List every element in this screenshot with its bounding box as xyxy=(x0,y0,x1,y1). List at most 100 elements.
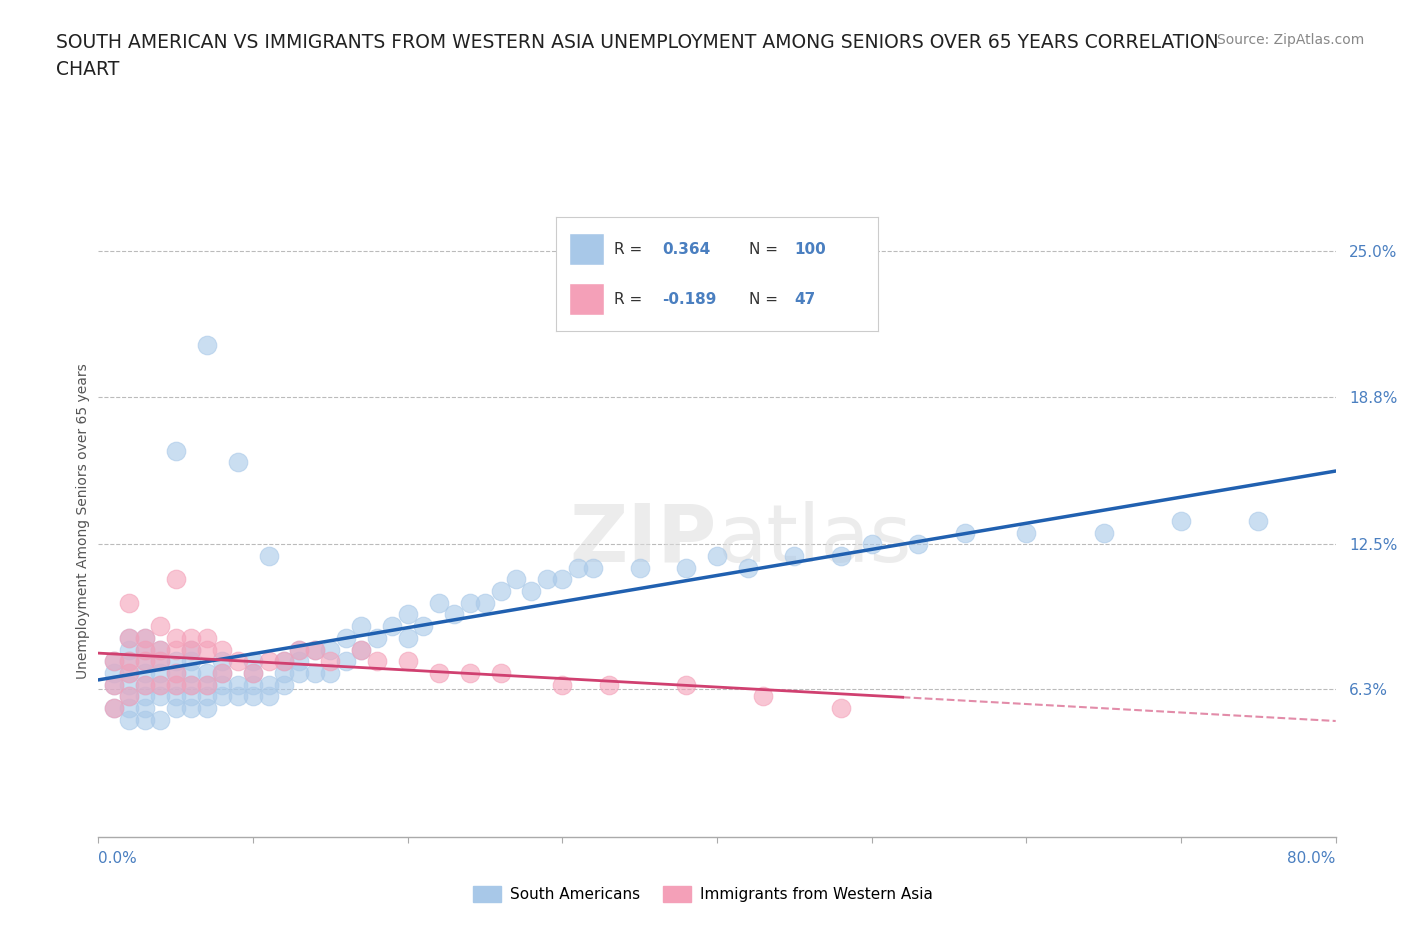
Point xyxy=(288,666,311,681)
Point xyxy=(134,677,156,692)
Point xyxy=(195,677,218,692)
Point xyxy=(165,677,187,692)
Point xyxy=(257,549,280,564)
Point xyxy=(165,666,187,681)
Point xyxy=(242,677,264,692)
Point xyxy=(319,643,342,658)
Point xyxy=(907,537,929,551)
Legend: South Americans, Immigrants from Western Asia: South Americans, Immigrants from Western… xyxy=(467,880,939,909)
Point xyxy=(134,712,156,727)
Point xyxy=(211,643,233,658)
Point xyxy=(134,700,156,715)
Point xyxy=(366,631,388,645)
Point xyxy=(165,700,187,715)
Point xyxy=(226,455,249,470)
Point xyxy=(149,643,172,658)
Point xyxy=(118,631,141,645)
Point xyxy=(242,666,264,681)
Point xyxy=(134,643,156,658)
Point xyxy=(134,643,156,658)
Point xyxy=(273,677,295,692)
Point xyxy=(860,537,883,551)
Point xyxy=(319,654,342,669)
Point xyxy=(118,689,141,704)
Point xyxy=(149,654,172,669)
Point xyxy=(180,631,202,645)
Point xyxy=(165,443,187,458)
Text: SOUTH AMERICAN VS IMMIGRANTS FROM WESTERN ASIA UNEMPLOYMENT AMONG SENIORS OVER 6: SOUTH AMERICAN VS IMMIGRANTS FROM WESTER… xyxy=(56,33,1219,51)
Text: CHART: CHART xyxy=(56,60,120,79)
Point xyxy=(226,654,249,669)
Point xyxy=(953,525,976,540)
Point xyxy=(149,689,172,704)
Point xyxy=(830,549,852,564)
Point xyxy=(165,677,187,692)
Point xyxy=(180,689,202,704)
Text: Source: ZipAtlas.com: Source: ZipAtlas.com xyxy=(1216,33,1364,46)
Point xyxy=(242,654,264,669)
Point xyxy=(195,631,218,645)
Point xyxy=(165,643,187,658)
Point xyxy=(211,654,233,669)
Point xyxy=(180,654,202,669)
Point xyxy=(396,631,419,645)
Point xyxy=(366,654,388,669)
Point xyxy=(257,677,280,692)
Point xyxy=(195,689,218,704)
Point xyxy=(165,654,187,669)
Point xyxy=(118,712,141,727)
Point xyxy=(582,560,605,575)
Point xyxy=(165,631,187,645)
Point xyxy=(304,666,326,681)
Point xyxy=(273,654,295,669)
Point xyxy=(134,631,156,645)
Point xyxy=(149,654,172,669)
Point xyxy=(675,560,697,575)
Point xyxy=(134,631,156,645)
Point xyxy=(335,631,357,645)
Point xyxy=(706,549,728,564)
Point xyxy=(226,689,249,704)
Point xyxy=(1092,525,1115,540)
Point xyxy=(149,677,172,692)
Point xyxy=(134,666,156,681)
Point xyxy=(242,666,264,681)
Point xyxy=(103,700,125,715)
Point xyxy=(118,666,141,681)
Point xyxy=(118,643,141,658)
Point xyxy=(149,677,172,692)
Point xyxy=(118,677,141,692)
Point xyxy=(427,666,450,681)
Point xyxy=(551,677,574,692)
Point xyxy=(180,666,202,681)
Point xyxy=(211,666,233,681)
Point xyxy=(211,666,233,681)
Y-axis label: Unemployment Among Seniors over 65 years: Unemployment Among Seniors over 65 years xyxy=(76,363,90,679)
Point xyxy=(273,666,295,681)
Point xyxy=(288,643,311,658)
Point xyxy=(149,643,172,658)
Point xyxy=(458,595,481,610)
Point xyxy=(288,654,311,669)
Point xyxy=(335,654,357,669)
Text: 0.0%: 0.0% xyxy=(98,851,138,866)
Point xyxy=(288,643,311,658)
Point xyxy=(350,643,373,658)
Point xyxy=(195,677,218,692)
Point xyxy=(783,549,806,564)
Point xyxy=(180,643,202,658)
Point xyxy=(319,666,342,681)
Point xyxy=(165,666,187,681)
Point xyxy=(180,677,202,692)
Point xyxy=(134,654,156,669)
Point xyxy=(118,689,141,704)
Point xyxy=(520,584,543,599)
Point xyxy=(195,666,218,681)
Point xyxy=(211,677,233,692)
Point xyxy=(350,643,373,658)
Point xyxy=(149,712,172,727)
Point xyxy=(675,677,697,692)
Point xyxy=(118,631,141,645)
Point xyxy=(165,689,187,704)
Point xyxy=(304,643,326,658)
